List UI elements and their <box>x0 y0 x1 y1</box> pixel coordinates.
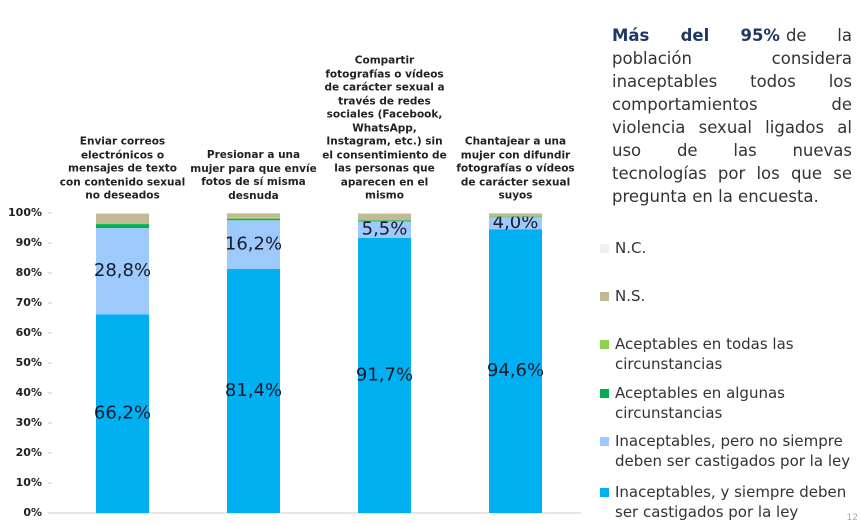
bar-segment <box>358 213 411 221</box>
bar-segment <box>96 223 149 225</box>
legend-swatch <box>600 389 609 398</box>
bar-segment <box>96 213 149 224</box>
bar-segment <box>489 213 542 217</box>
y-tick-label: 90% <box>16 236 42 249</box>
legend-item: Aceptables en todas las circunstancias <box>600 334 860 374</box>
bar-segment <box>489 217 542 230</box>
y-tick-label: 40% <box>16 386 42 399</box>
category-label: Compartir fotografías o vídeos de caráct… <box>322 54 447 202</box>
legend-item: N.C. <box>600 238 646 258</box>
bar-segment <box>227 268 280 513</box>
y-tick-label: 70% <box>16 296 42 309</box>
value-label: 81,4% <box>225 380 282 401</box>
y-tick-label: 20% <box>16 446 42 459</box>
annotation-text: de la población considera inaceptables t… <box>612 26 852 206</box>
y-tick-label: 0% <box>23 506 42 519</box>
value-label: 28,8% <box>94 260 151 281</box>
value-label: 4,0% <box>493 212 539 233</box>
bar-segment <box>96 224 149 228</box>
bar-segment <box>96 213 149 214</box>
bar-segment <box>227 213 280 218</box>
legend-label: Aceptables en todas las circunstancias <box>615 335 794 373</box>
value-label: 91,7% <box>356 364 413 385</box>
value-label: 16,2% <box>225 234 282 255</box>
legend-item: Inaceptables, pero no siempre deben ser … <box>600 431 860 471</box>
bar-segment <box>358 221 411 238</box>
bar-segment <box>358 220 411 222</box>
y-tick-label: 30% <box>16 416 42 429</box>
page-number: 12 <box>846 513 858 523</box>
legend-item: Aceptables en algunas circunstancias <box>600 383 860 423</box>
y-tick-label: 100% <box>8 206 42 219</box>
legend-item: N.S. <box>600 286 645 306</box>
annotation-bold: Más del 95% <box>612 26 780 45</box>
legend-item: Inaceptables, y siempre deben ser castig… <box>600 482 860 522</box>
value-label: 66,2% <box>94 403 151 424</box>
bar-segment <box>358 237 411 513</box>
legend-label: Aceptables en algunas circunstancias <box>615 384 785 422</box>
y-tick-label: 10% <box>16 476 42 489</box>
legend-swatch <box>600 437 609 446</box>
legend-label: Inaceptables, y siempre deben ser castig… <box>615 483 847 521</box>
legend-label: Inaceptables, pero no siempre deben ser … <box>615 432 851 470</box>
bar-segment <box>489 216 542 218</box>
legend-swatch <box>600 488 609 497</box>
bar-segment <box>358 213 411 214</box>
category-label: Enviar correos electrónicos o mensajes d… <box>59 135 186 202</box>
legend-swatch <box>600 292 609 301</box>
annotation: Más del 95% de la población considera ina… <box>612 24 852 208</box>
bar-segment <box>96 228 149 315</box>
y-tick-label: 80% <box>16 266 42 279</box>
bar-segment <box>227 218 280 221</box>
category-label: Chantajear a una mujer con difundir foto… <box>456 135 575 202</box>
value-label: 94,6% <box>487 360 544 381</box>
y-tick-label: 60% <box>16 326 42 339</box>
bar-segment <box>489 229 542 513</box>
y-tick-label: 50% <box>16 356 42 369</box>
bar-segment <box>227 217 280 219</box>
value-label: 5,5% <box>362 219 408 240</box>
legend-label: N.S. <box>615 287 646 305</box>
legend-swatch <box>600 340 609 349</box>
legend-label: N.C. <box>615 239 647 257</box>
bar-segment <box>227 220 280 269</box>
bar-segment <box>96 314 149 513</box>
legend-swatch <box>600 244 609 253</box>
category-label: Presionar a una mujer para que envíe fot… <box>190 149 317 202</box>
